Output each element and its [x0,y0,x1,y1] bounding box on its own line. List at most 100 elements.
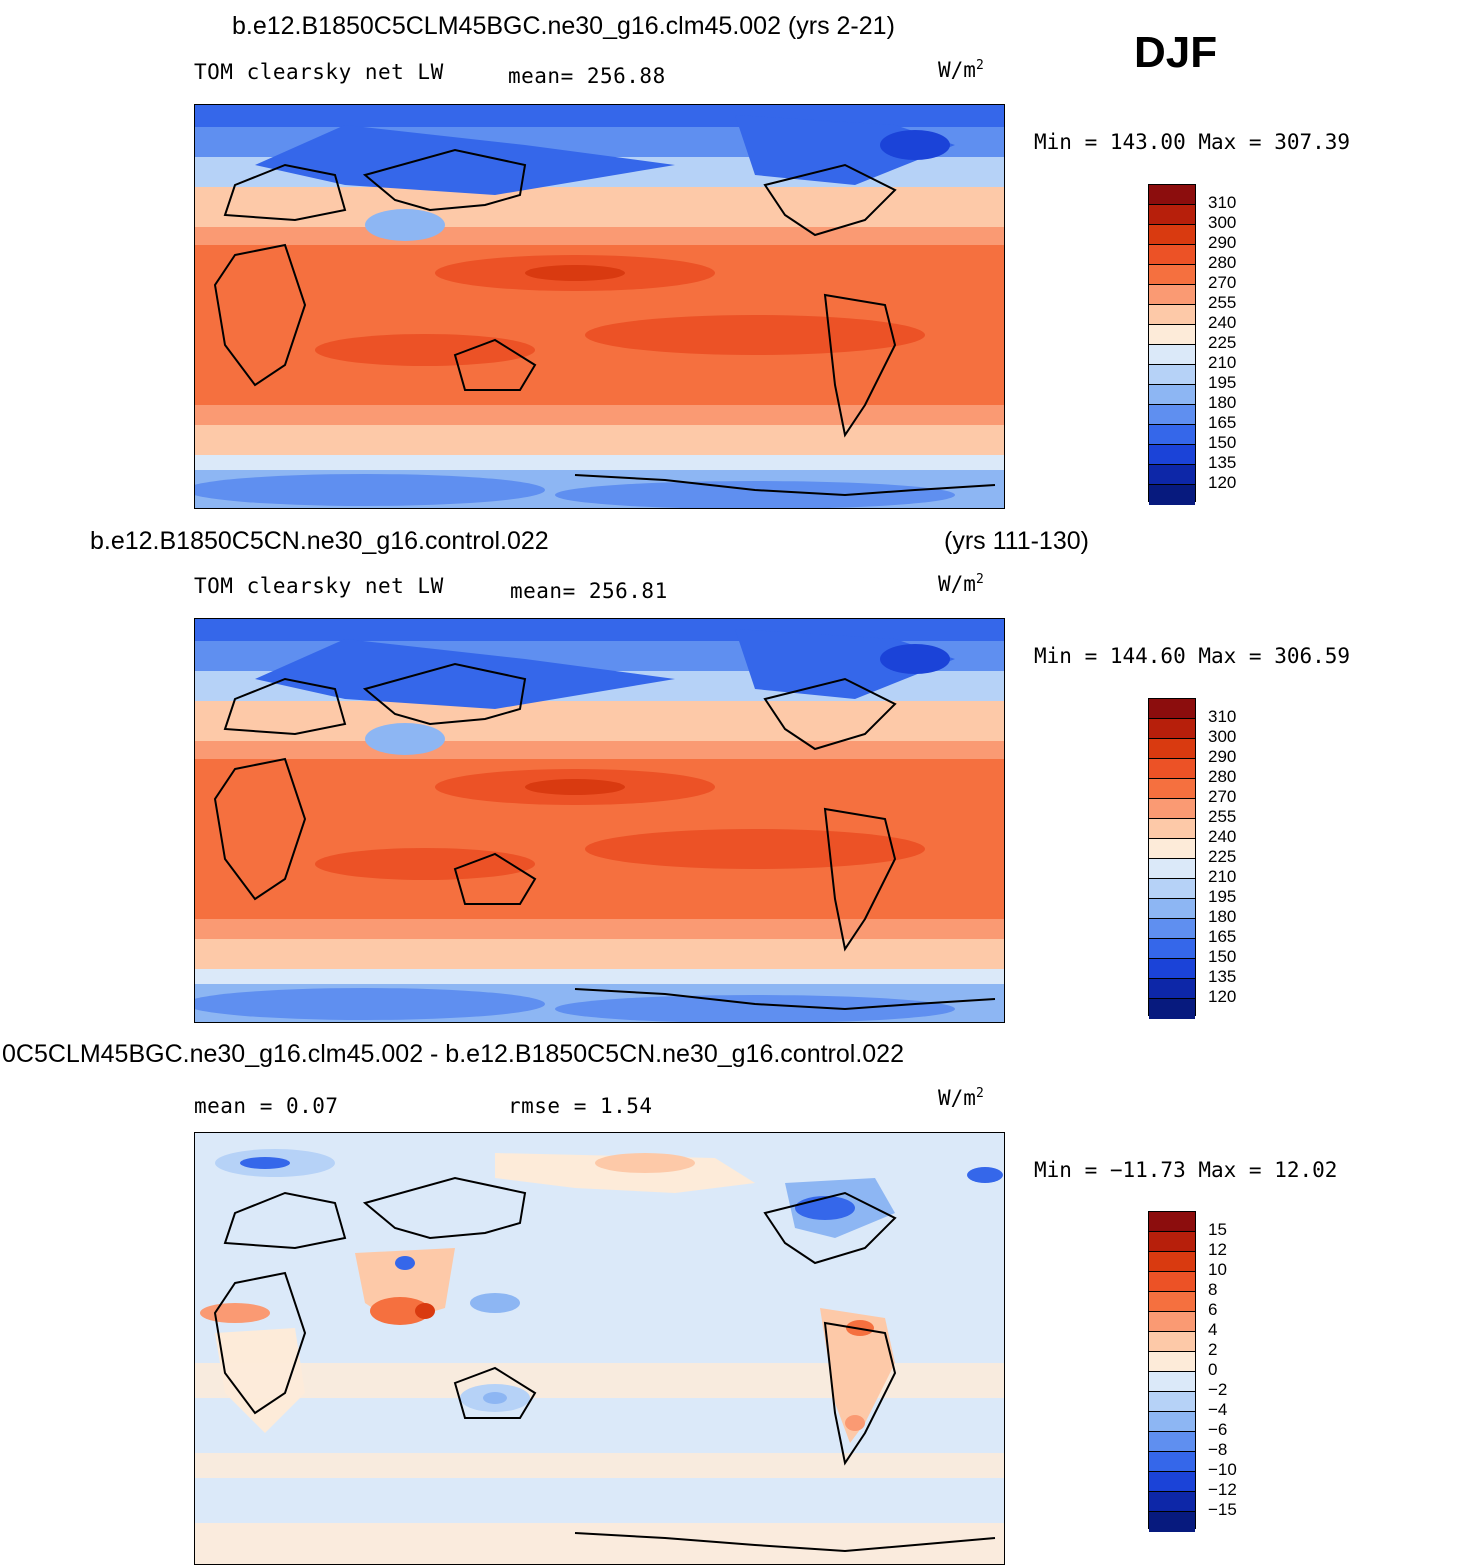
map-2-field [195,619,1004,1022]
colorbar-tick-label: 310 [1208,707,1237,726]
colorbar-tick-label: 255 [1208,807,1237,826]
colorbar-swatch [1149,1312,1195,1332]
colorbar-tick-label: 165 [1208,413,1237,432]
panel-3-map [194,1132,1005,1565]
colorbar-swatch [1149,245,1195,265]
colorbar-tick-label: 225 [1208,847,1237,866]
colorbar-tick-label: 270 [1208,273,1237,292]
colorbar-swatch [1149,1392,1195,1412]
panel-1-mean: mean= 256.88 [508,64,666,88]
colorbar-tick-label: 270 [1208,787,1237,806]
colorbar-swatch [1149,939,1195,959]
panel-3-units: W/m2 [938,1086,984,1110]
panel-3-title: 0C5CLM45BGC.ne30_g16.clm45.002 - b.e12.B… [2,1040,904,1068]
colorbar-swatch [1149,1212,1195,1232]
colorbar-swatch [1149,759,1195,779]
colorbar-tick-label: 135 [1208,453,1237,472]
panel-3-mean: mean = 0.07 [194,1094,339,1118]
colorbar-tick-label: 300 [1208,213,1237,232]
colorbar-tick-label: 280 [1208,253,1237,272]
colorbar-tick-label: 12 [1208,1240,1227,1259]
colorbar-swatch [1149,719,1195,739]
panel-3-minmax: Min = −11.73 Max = 12.02 [1034,1158,1338,1182]
colorbar-swatch [1149,365,1195,385]
colorbar-swatch [1149,699,1195,719]
colorbar-swatch [1149,485,1195,505]
colorbar-tick-label: 135 [1208,967,1237,986]
colorbar-swatch [1149,1492,1195,1512]
colorbar-swatch [1149,899,1195,919]
colorbar-swatch [1149,1252,1195,1272]
colorbar-tick-label: 195 [1208,887,1237,906]
colorbar-tick-label: −6 [1208,1420,1228,1439]
panel-2-years: (yrs 111-130) [944,527,1089,555]
panel-1-colorbar [1148,184,1196,505]
colorbar-tick-label: −2 [1208,1380,1228,1399]
colorbar-swatch [1149,959,1195,979]
colorbar-tick-label: 8 [1208,1280,1218,1299]
colorbar-swatch [1149,405,1195,425]
colorbar-swatch [1149,879,1195,899]
colorbar-tick-label: 300 [1208,727,1237,746]
colorbar-tick-label: 210 [1208,353,1237,372]
panel-1-minmax: Min = 143.00 Max = 307.39 [1034,130,1351,154]
colorbar-swatch [1149,839,1195,859]
colorbar-swatch [1149,1352,1195,1372]
colorbar-tick-label: 4 [1208,1320,1218,1339]
colorbar-tick-label: 240 [1208,827,1237,846]
colorbar-tick-label: −12 [1208,1480,1237,1499]
panel-3-colorbar [1148,1211,1196,1532]
colorbar-tick-label: 255 [1208,293,1237,312]
panel-1-variable: TOM clearsky net LW [194,60,444,84]
colorbar-swatch [1149,325,1195,345]
colorbar-swatch [1149,979,1195,999]
colorbar-swatch [1149,225,1195,245]
map-3-field [195,1133,1004,1564]
colorbar-tick-label: 195 [1208,373,1237,392]
colorbar-swatch [1149,465,1195,485]
colorbar-tick-label: 6 [1208,1300,1218,1319]
colorbar-swatch [1149,345,1195,365]
colorbar-swatch [1149,385,1195,405]
panel-2-colorbar [1148,698,1196,1019]
colorbar-tick-label: 180 [1208,907,1237,926]
map-1-field [195,105,1004,508]
colorbar-swatch [1149,425,1195,445]
colorbar-tick-label: 210 [1208,867,1237,886]
colorbar-tick-label: 310 [1208,193,1237,212]
colorbar-tick-label: −4 [1208,1400,1228,1419]
colorbar-tick-label: 120 [1208,987,1237,1006]
colorbar-swatch [1149,1332,1195,1352]
colorbar-tick-label: 180 [1208,393,1237,412]
colorbar-tick-label: −10 [1208,1460,1237,1479]
colorbar-tick-label: 280 [1208,767,1237,786]
colorbar-swatch [1149,1372,1195,1392]
colorbar-swatch [1149,859,1195,879]
colorbar-swatch [1149,999,1195,1019]
panel-2-minmax: Min = 144.60 Max = 306.59 [1034,644,1351,668]
colorbar-swatch [1149,265,1195,285]
colorbar-tick-label: 120 [1208,473,1237,492]
colorbar-tick-label: 290 [1208,747,1237,766]
colorbar-tick-label: 290 [1208,233,1237,252]
colorbar-swatch [1149,205,1195,225]
colorbar-swatch [1149,1512,1195,1532]
panel-3-rmse: rmse = 1.54 [508,1094,653,1118]
colorbar-tick-label: 165 [1208,927,1237,946]
colorbar-tick-label: 150 [1208,947,1237,966]
colorbar-tick-label: 150 [1208,433,1237,452]
colorbar-swatch [1149,919,1195,939]
panel-2-mean: mean= 256.81 [510,579,668,603]
panel-1-map [194,104,1005,509]
colorbar-swatch [1149,1232,1195,1252]
panel-2-map [194,618,1005,1023]
panel-2-title: b.e12.B1850C5CN.ne30_g16.control.022 [90,527,549,555]
colorbar-swatch [1149,779,1195,799]
colorbar-tick-label: 225 [1208,333,1237,352]
colorbar-swatch [1149,1452,1195,1472]
colorbar-swatch [1149,305,1195,325]
colorbar-tick-label: 240 [1208,313,1237,332]
colorbar-swatch [1149,819,1195,839]
panel-2-variable: TOM clearsky net LW [194,574,444,598]
colorbar-swatch [1149,1412,1195,1432]
